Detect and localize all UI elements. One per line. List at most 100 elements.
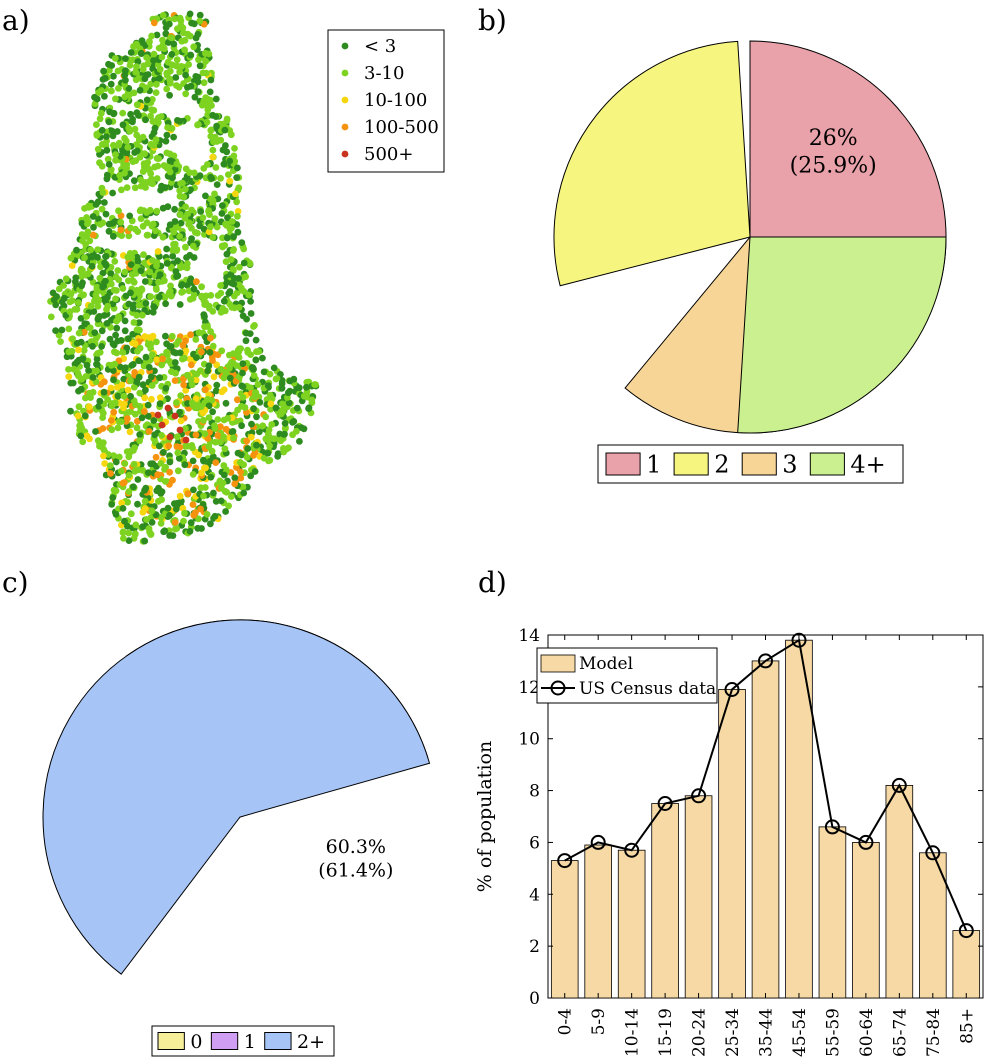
scatter-point xyxy=(174,433,181,441)
scatter-point xyxy=(134,326,142,334)
scatter-point xyxy=(155,155,163,163)
pie-slice-sublabel: (61.4%) xyxy=(318,860,393,882)
scatter-point xyxy=(121,327,129,335)
scatter-point xyxy=(204,395,212,403)
scatter-point xyxy=(211,425,219,432)
scatter-point xyxy=(108,501,116,508)
scatter-point xyxy=(131,340,139,347)
scatter-point xyxy=(184,400,191,407)
scatter-point xyxy=(100,312,108,319)
scatter-point xyxy=(96,274,104,282)
bar xyxy=(684,795,713,999)
scatter-point xyxy=(93,355,101,363)
scatter-point xyxy=(252,336,260,344)
scatter-point xyxy=(115,453,123,461)
scatter-point xyxy=(156,293,163,301)
scatter-point xyxy=(279,400,286,408)
scatter-point xyxy=(136,288,144,296)
scatter-point xyxy=(141,505,149,512)
scatter-point xyxy=(162,384,170,392)
scatter-point xyxy=(87,394,94,401)
scatter-point xyxy=(138,311,146,319)
scatter-point xyxy=(209,234,217,241)
scatter-point xyxy=(198,348,205,356)
scatter-point xyxy=(156,75,163,82)
scatter-point xyxy=(162,137,170,145)
scatter-point xyxy=(157,520,165,527)
scatter-point xyxy=(103,175,111,183)
scatter-point xyxy=(177,417,185,425)
scatter-point xyxy=(123,344,131,352)
scatter-point xyxy=(296,438,303,445)
scatter-point xyxy=(142,184,149,191)
scatter-point xyxy=(110,408,118,416)
scatter-point xyxy=(162,24,170,31)
scatter-point xyxy=(57,338,64,345)
pie-legend-label: 1 xyxy=(646,451,661,479)
scatter-point xyxy=(209,153,217,161)
scatter-point xyxy=(148,106,155,113)
scatter-point xyxy=(222,220,230,228)
scatter-point xyxy=(98,126,106,134)
scatter-point xyxy=(65,373,73,380)
scatter-point xyxy=(217,438,224,446)
scatter-point xyxy=(173,443,181,451)
scatter-point xyxy=(305,405,312,412)
scatter-point xyxy=(160,45,168,53)
scatter-point xyxy=(101,378,108,386)
scatter-point xyxy=(293,427,300,435)
scatter-point xyxy=(234,228,242,236)
scatter-point xyxy=(218,210,226,217)
line-legend-marker xyxy=(550,680,566,696)
scatter-point xyxy=(182,71,190,79)
scatter-point xyxy=(221,126,229,134)
scatter-point xyxy=(150,417,158,424)
scatter-point xyxy=(113,324,121,332)
scatter-point xyxy=(123,184,131,192)
scatter-point xyxy=(253,413,260,421)
y-tick-label: 6 xyxy=(529,833,540,853)
scatter-point xyxy=(114,267,122,274)
scatter-point xyxy=(107,166,115,174)
scatter-point xyxy=(133,417,141,425)
scatter-point xyxy=(132,76,140,84)
scatter-point xyxy=(166,532,174,539)
scatter-point xyxy=(156,374,164,382)
scatter-point xyxy=(112,151,119,159)
scatter-point xyxy=(101,460,109,467)
scatter-point xyxy=(125,232,133,240)
pie-slice-sublabel: (25.9%) xyxy=(790,154,877,179)
scatter-point xyxy=(267,405,274,413)
scatter-point xyxy=(127,408,135,415)
x-tick-label: 5-9 xyxy=(589,1008,609,1035)
scatter-point xyxy=(148,519,156,526)
scatter-point xyxy=(217,282,225,289)
scatter-point xyxy=(198,525,205,532)
scatter-point xyxy=(117,418,125,425)
scatter-point xyxy=(162,463,170,471)
scatter-point xyxy=(222,508,230,515)
scatter-point xyxy=(110,72,117,80)
scatter-point xyxy=(176,408,184,416)
scatter-point xyxy=(142,300,150,307)
scatter-point xyxy=(180,517,187,525)
scatter-point xyxy=(80,291,87,299)
scatter-point xyxy=(172,268,180,275)
scatter-point xyxy=(228,493,235,500)
scatter-point xyxy=(153,262,160,270)
scatter-point xyxy=(122,55,129,62)
scatter-point xyxy=(106,462,114,469)
scatter-point xyxy=(172,349,180,357)
scatter-point xyxy=(233,289,241,297)
scatter-point xyxy=(265,457,272,465)
scatter-point xyxy=(154,471,162,479)
scatter-point xyxy=(194,30,202,38)
scatter-point xyxy=(167,343,175,350)
scatter-point xyxy=(98,205,106,213)
scatter-point xyxy=(89,213,97,220)
scatter-point xyxy=(223,117,231,124)
scatter-point xyxy=(62,275,70,283)
scatter-point xyxy=(194,78,202,86)
scatter-point xyxy=(105,227,113,235)
scatter-point xyxy=(128,253,136,261)
